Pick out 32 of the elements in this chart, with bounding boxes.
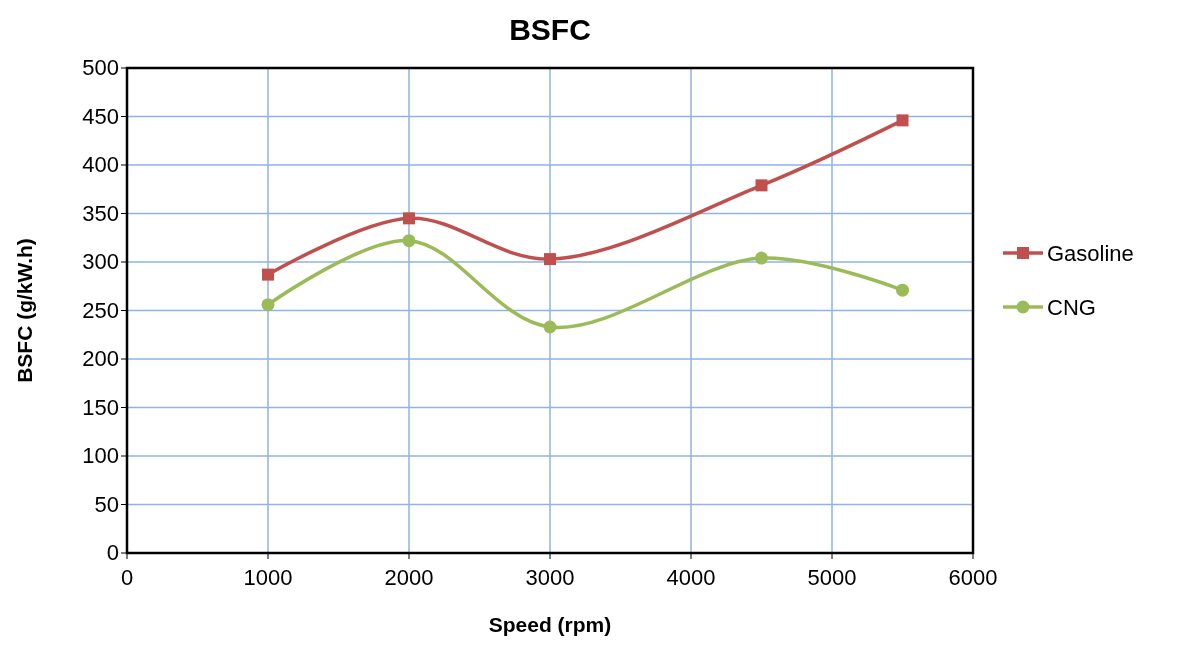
point [896, 114, 909, 127]
x-tick-label: 1000 [243, 565, 293, 590]
legend-label: CNG [1047, 295, 1096, 320]
y-tick-label: 50 [94, 491, 119, 517]
x-tick-label: 5000 [807, 565, 857, 590]
x-tick-label: 6000 [948, 565, 998, 590]
legend-label: Gasoline [1047, 241, 1134, 266]
x-tick-label: 4000 [666, 565, 716, 590]
y-tick-label: 250 [82, 297, 119, 323]
point [262, 268, 274, 281]
y-tick-label: 200 [82, 346, 119, 371]
point [755, 251, 768, 265]
y-tick-label: 450 [82, 103, 119, 129]
y-tick-label: 150 [82, 394, 119, 420]
x-tick-label: 3000 [525, 565, 575, 590]
y-axis-title: BSFC (g/kW.h) [13, 238, 36, 383]
y-tick-label: 300 [82, 249, 119, 274]
point [403, 212, 415, 225]
point [402, 234, 416, 248]
point [755, 179, 768, 192]
y-tick-label: 400 [82, 152, 119, 177]
y-tick-label: 500 [82, 55, 119, 80]
x-tick-label: 2000 [384, 565, 434, 590]
y-tick-label: 100 [82, 443, 119, 468]
point [261, 298, 275, 312]
point [544, 253, 556, 266]
point [543, 320, 557, 334]
chart-title: BSFC [509, 13, 591, 46]
x-axis-title: Speed (rpm) [488, 613, 612, 636]
y-tick-label: 0 [106, 540, 119, 565]
y-tick-label: 350 [82, 200, 119, 226]
point [896, 283, 909, 297]
